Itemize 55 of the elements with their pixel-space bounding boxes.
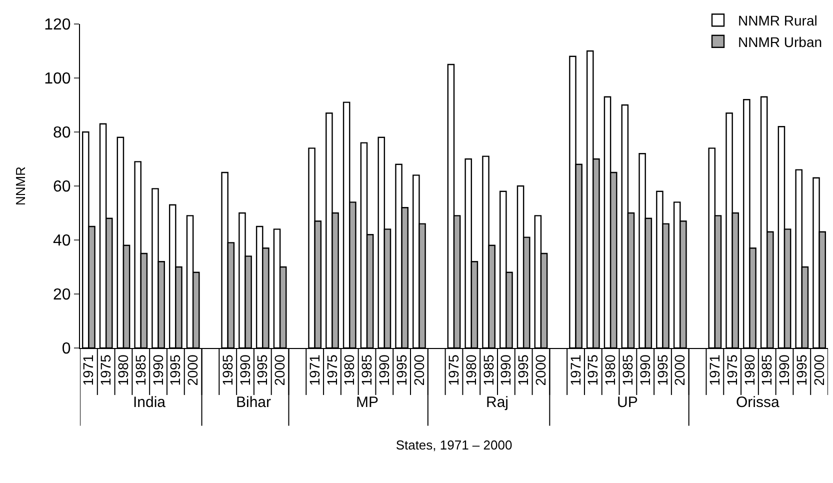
x-tick-label: 1980 [462, 354, 479, 386]
x-tick-label: 1990 [376, 354, 392, 386]
y-tick-label: 20 [53, 286, 71, 304]
y-tick-label: 60 [53, 178, 71, 196]
y-tick-label: 120 [44, 16, 71, 34]
x-tick-label: 1990 [150, 354, 166, 386]
x-tick-label: 1995 [654, 354, 670, 386]
x-tick-label: 1975 [724, 354, 740, 386]
text: Bihar [236, 394, 272, 411]
x-tick-label: 2000 [672, 354, 688, 386]
x-tick-label: 2000 [272, 354, 288, 386]
text: UP [617, 394, 638, 411]
x-tick-label: 1971 [706, 354, 722, 386]
x-tick-label: 1971 [306, 354, 322, 386]
x-tick-label: 1995 [793, 354, 810, 386]
x-tick-label: 1985 [219, 354, 236, 386]
y-tick-label: 100 [44, 70, 71, 88]
x-tick-label: 1985 [358, 354, 375, 386]
x-tick-label: 1995 [393, 354, 410, 386]
x-tick-label: 1980 [602, 354, 618, 386]
y-tick-label: 0 [62, 340, 71, 358]
x-tick-label: 1990 [636, 354, 653, 386]
x-tick-label: 1995 [515, 354, 532, 386]
x-tick-label: 1990 [236, 354, 253, 386]
x-tick-label: 1990 [776, 354, 792, 386]
x-tick-label: 1985 [480, 354, 496, 386]
x-tick-label: 2000 [810, 354, 827, 386]
legend-label: NNMR Rural [738, 12, 818, 29]
x-tick-label: 1971 [80, 354, 96, 386]
x-tick-label: 2000 [410, 354, 427, 386]
x-tick-label: 2000 [532, 354, 549, 386]
legend-label: NNMR Urban [738, 34, 822, 50]
x-tick-label: 2000 [184, 354, 201, 386]
x-tick-label: 1985 [620, 354, 636, 386]
x-tick-label: 1985 [758, 354, 775, 386]
y-axis-title: NNMR [13, 166, 28, 206]
y-tick-label: 40 [53, 232, 71, 250]
text: India [133, 394, 166, 411]
x-tick-label: 1975 [584, 354, 601, 386]
x-tick-label: 1980 [115, 354, 132, 386]
x-tick-label: 1980 [741, 354, 758, 386]
x-tick-label: 1975 [446, 354, 462, 386]
x-tick-label: 1975 [324, 354, 340, 386]
x-tick-label: 1990 [498, 354, 514, 386]
x-tick-label: 1995 [254, 354, 270, 386]
x-tick-label: 1995 [167, 354, 184, 386]
text: Orissa [736, 394, 780, 411]
y-tick-label: 80 [53, 124, 71, 142]
x-axis-title: States, 1971 – 2000 [396, 437, 512, 452]
text: Raj [486, 394, 509, 411]
x-tick-label: 1985 [132, 354, 148, 386]
x-tick-label: 1980 [341, 354, 358, 386]
x-tick-label: 1975 [98, 354, 114, 386]
x-tick-label: 1971 [567, 354, 584, 386]
text: MP [356, 394, 378, 411]
